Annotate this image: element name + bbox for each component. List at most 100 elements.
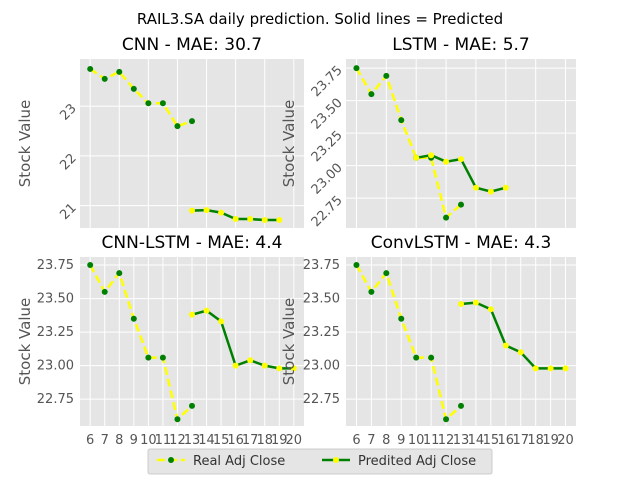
real-data-point: [159, 100, 166, 107]
legend-real-label: Real Adj Close: [193, 454, 285, 469]
x-tick-label: 7: [101, 433, 109, 448]
x-tick-label: 12: [438, 433, 455, 448]
real-series-line: [89, 264, 193, 422]
predicted-data-point: [261, 362, 268, 369]
predicted-data-point: [203, 207, 210, 214]
predicted-data-point: [562, 365, 569, 372]
real-data-point: [101, 288, 108, 295]
predicted-data-point: [472, 184, 479, 191]
real-data-point: [87, 65, 94, 72]
real-data-point: [458, 402, 464, 409]
real-data-point: [413, 354, 420, 361]
x-tick-label: 8: [382, 433, 390, 448]
y-tick-label: 23.25: [37, 325, 74, 340]
x-tick-label: 9: [397, 433, 405, 448]
real-data-point: [443, 416, 450, 423]
real-data-point: [130, 315, 137, 322]
real-data-point: [383, 270, 390, 277]
subplot-4: 6 7 8 9 101112131415161718192022.7523.0023.2…: [280, 233, 576, 448]
y-tick-label: 23.25: [309, 128, 346, 165]
x-tick-label: 13: [453, 433, 470, 448]
predicted-data-point: [443, 158, 450, 165]
y-axis-label: Stock Value: [280, 298, 298, 385]
x-tick-label: 14: [198, 433, 215, 448]
x-tick-label: 17: [242, 433, 259, 448]
predicted-data-point: [247, 216, 254, 223]
real-series-line: [89, 67, 193, 128]
real-data-point: [398, 117, 405, 124]
legend-pred-label: Predited Adj Close: [358, 454, 476, 469]
legend-frame: [147, 448, 493, 475]
x-tick-label: 10: [140, 433, 157, 448]
legend-real-marker: [168, 457, 174, 463]
predicted-data-point: [413, 154, 420, 161]
predicted-data-point: [232, 216, 239, 223]
real-data-point: [174, 123, 181, 130]
predicted-data-point: [532, 365, 539, 372]
predicted-data-point: [458, 300, 464, 307]
predicted-data-point: [547, 365, 554, 372]
x-tick-label: 18: [527, 433, 544, 448]
y-tick-label: 22.75: [303, 392, 340, 407]
x-tick-label: 20: [557, 433, 574, 448]
y-tick-label: 23.25: [303, 325, 340, 340]
subplot-title: CNN-LSTM - MAE: 4.4: [102, 233, 283, 253]
y-tick-label: 23.50: [309, 96, 346, 133]
predicted-data-point: [261, 217, 268, 224]
y-tick-label: 23.75: [309, 63, 346, 100]
y-tick-label: 21: [57, 201, 79, 223]
y-tick-label: 23: [57, 101, 79, 123]
real-data-point: [189, 402, 195, 409]
x-tick-label: 10: [408, 433, 425, 448]
x-tick-label: 15: [213, 433, 230, 448]
real-data-point: [398, 315, 405, 322]
predicted-data-point: [218, 209, 225, 216]
predicted-data-point: [247, 357, 254, 364]
real-data-point: [145, 354, 152, 361]
y-tick-label: 23.50: [37, 292, 74, 307]
real-data-point: [458, 201, 464, 208]
x-tick-label: 11: [155, 433, 172, 448]
x-tick-label: 11: [423, 433, 440, 448]
figure-suptitle: RAIL3.SA daily prediction. Solid lines =…: [137, 10, 503, 28]
predicted-data-point: [189, 207, 195, 214]
predicted-data-point: [276, 365, 283, 372]
x-tick-label: 19: [271, 433, 288, 448]
real-data-point: [428, 354, 435, 361]
predicted-data-point: [487, 306, 494, 313]
y-axis-label: Stock Value: [16, 298, 34, 385]
x-tick-label: 18: [256, 433, 273, 448]
x-tick-label: 17: [512, 433, 529, 448]
y-tick-label: 23.50: [303, 292, 340, 307]
real-data-point: [353, 262, 360, 269]
subplot-title: LSTM - MAE: 5.7: [392, 35, 529, 55]
x-tick-label: 16: [227, 433, 244, 448]
x-tick-label: 14: [468, 433, 485, 448]
x-tick-label: 16: [498, 433, 515, 448]
predicted-data-point: [290, 365, 297, 372]
predicted-data-point: [218, 318, 225, 325]
y-tick-label: 23.00: [303, 359, 340, 374]
x-tick-label: 9: [130, 433, 138, 448]
subplot-title: CNN - MAE: 30.7: [122, 35, 262, 55]
x-tick-label: 8: [115, 433, 123, 448]
predicted-data-point: [502, 342, 509, 349]
subplot-1: 21 22 23 Stock Value CNN - MAE: 30.7: [16, 35, 304, 228]
predicted-data-point: [502, 184, 509, 191]
predicted-data-point: [232, 362, 239, 369]
subplot-title: ConvLSTM - MAE: 4.3: [371, 233, 552, 253]
plot-area: [80, 59, 304, 228]
predicted-data-point: [472, 299, 479, 306]
predicted-data-point: [517, 349, 524, 356]
y-tick-label: 22.75: [309, 193, 346, 230]
real-data-point: [174, 416, 181, 423]
real-data-point: [101, 75, 108, 82]
y-tick-label: 23.00: [37, 359, 74, 374]
real-data-point: [159, 354, 166, 361]
real-data-point: [130, 85, 137, 92]
y-tick-label: 23.75: [303, 258, 340, 273]
predicted-data-point: [276, 217, 283, 224]
